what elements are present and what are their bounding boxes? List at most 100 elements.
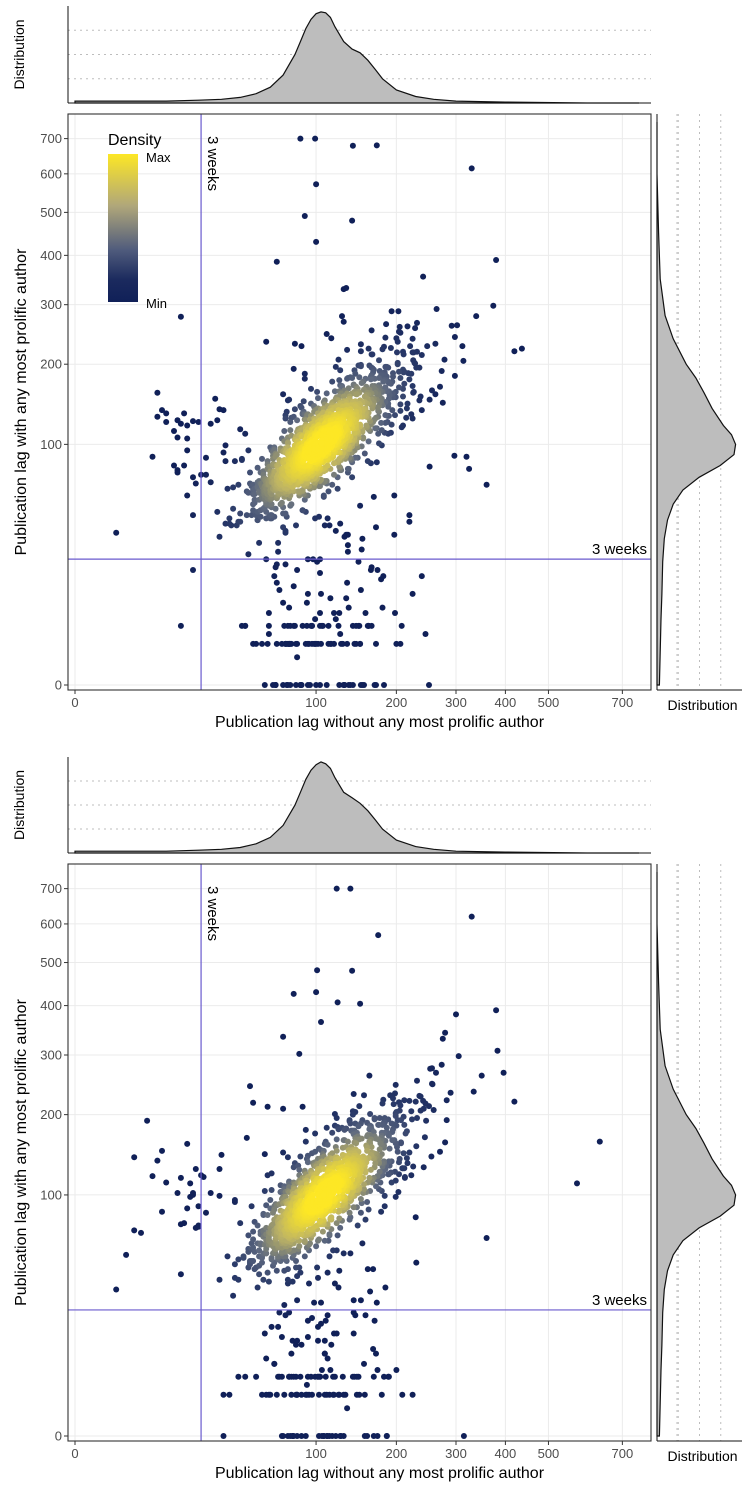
data-point	[336, 1215, 343, 1222]
x-axis-title: Publication lag without any most prolifi…	[215, 714, 545, 731]
data-point	[294, 1297, 301, 1304]
data-point	[322, 1373, 329, 1380]
x-tick-label: 300	[445, 695, 467, 710]
data-point	[373, 1350, 379, 1357]
data-point	[392, 1081, 399, 1088]
data-point	[426, 682, 432, 688]
data-point	[420, 1097, 427, 1104]
data-point	[453, 1011, 459, 1018]
data-point	[368, 327, 375, 334]
data-point	[220, 449, 227, 456]
data-point	[174, 1190, 181, 1196]
data-point	[163, 410, 170, 417]
x-tick-label: 700	[612, 695, 634, 710]
data-point	[287, 419, 294, 425]
data-point	[347, 1250, 354, 1257]
data-point	[184, 422, 191, 429]
data-point	[418, 407, 425, 414]
data-point	[248, 1203, 255, 1210]
data-point	[190, 512, 196, 519]
data-point	[304, 1334, 311, 1340]
data-point	[401, 1097, 408, 1104]
data-point	[459, 343, 466, 350]
data-point	[268, 1254, 275, 1261]
data-point	[281, 1302, 288, 1308]
data-point	[280, 524, 287, 531]
data-point	[345, 604, 352, 611]
data-point	[298, 1341, 305, 1348]
data-point	[423, 1117, 430, 1124]
data-point	[397, 329, 404, 336]
data-point	[388, 308, 395, 315]
data-point	[303, 1381, 310, 1388]
data-point	[131, 1227, 138, 1234]
data-point	[400, 351, 407, 358]
data-point	[226, 1391, 233, 1398]
data-point	[290, 1164, 297, 1171]
data-point	[278, 1433, 285, 1439]
data-point	[248, 512, 255, 519]
data-point	[144, 1117, 151, 1124]
data-point	[237, 510, 244, 517]
plot-border	[67, 113, 652, 691]
data-point	[357, 363, 364, 370]
data-point	[149, 1173, 156, 1180]
data-point	[275, 1323, 282, 1330]
data-point	[380, 573, 387, 580]
data-point	[349, 1111, 356, 1118]
data-point	[171, 428, 177, 434]
data-point	[306, 1280, 312, 1287]
data-point	[195, 1223, 202, 1230]
data-point	[307, 1240, 313, 1247]
data-point	[338, 640, 345, 647]
data-point	[412, 325, 419, 332]
data-point	[278, 499, 285, 506]
data-point	[386, 1145, 393, 1152]
data-point	[280, 510, 287, 517]
data-point	[367, 1166, 374, 1173]
data-point	[340, 318, 347, 325]
x-axis: 0 100 200 300 400 500 700	[71, 690, 633, 710]
x-tick-label: 500	[538, 695, 560, 710]
data-point	[316, 1433, 322, 1439]
data-point	[281, 622, 288, 629]
data-point	[302, 1433, 309, 1439]
data-point	[314, 1264, 321, 1271]
data-point	[376, 1146, 383, 1153]
horizontal-reference-label: 3 weeks	[592, 541, 647, 558]
data-point	[336, 377, 343, 384]
marginal-right-label: Distribution	[667, 697, 737, 713]
data-point	[207, 479, 214, 486]
data-point	[243, 1134, 250, 1141]
data-point	[357, 341, 364, 348]
data-point	[400, 393, 406, 400]
data-point	[276, 1309, 283, 1316]
data-point	[407, 343, 414, 350]
data-point	[385, 1373, 392, 1380]
data-point	[383, 1124, 390, 1131]
data-point	[433, 1069, 439, 1076]
data-points	[113, 135, 525, 688]
data-point	[301, 213, 308, 219]
data-point	[369, 351, 376, 358]
data-point	[254, 1284, 261, 1291]
data-point	[275, 1373, 282, 1380]
vertical-reference-label: 3 weeks	[204, 136, 221, 191]
data-point	[337, 1224, 344, 1231]
data-point	[247, 469, 253, 476]
data-point	[331, 1280, 338, 1287]
data-point	[286, 396, 293, 403]
data-point	[327, 595, 334, 602]
data-point	[288, 1350, 295, 1357]
data-point	[280, 1033, 287, 1040]
data-point	[312, 1130, 319, 1137]
data-point	[437, 383, 443, 390]
data-point	[414, 319, 420, 326]
data-point	[373, 142, 380, 149]
legend-max-label: Max	[146, 150, 171, 165]
data-point	[352, 370, 359, 377]
data-point	[190, 418, 196, 425]
data-point	[337, 367, 344, 374]
data-point	[261, 1330, 268, 1337]
data-point	[409, 1116, 415, 1123]
